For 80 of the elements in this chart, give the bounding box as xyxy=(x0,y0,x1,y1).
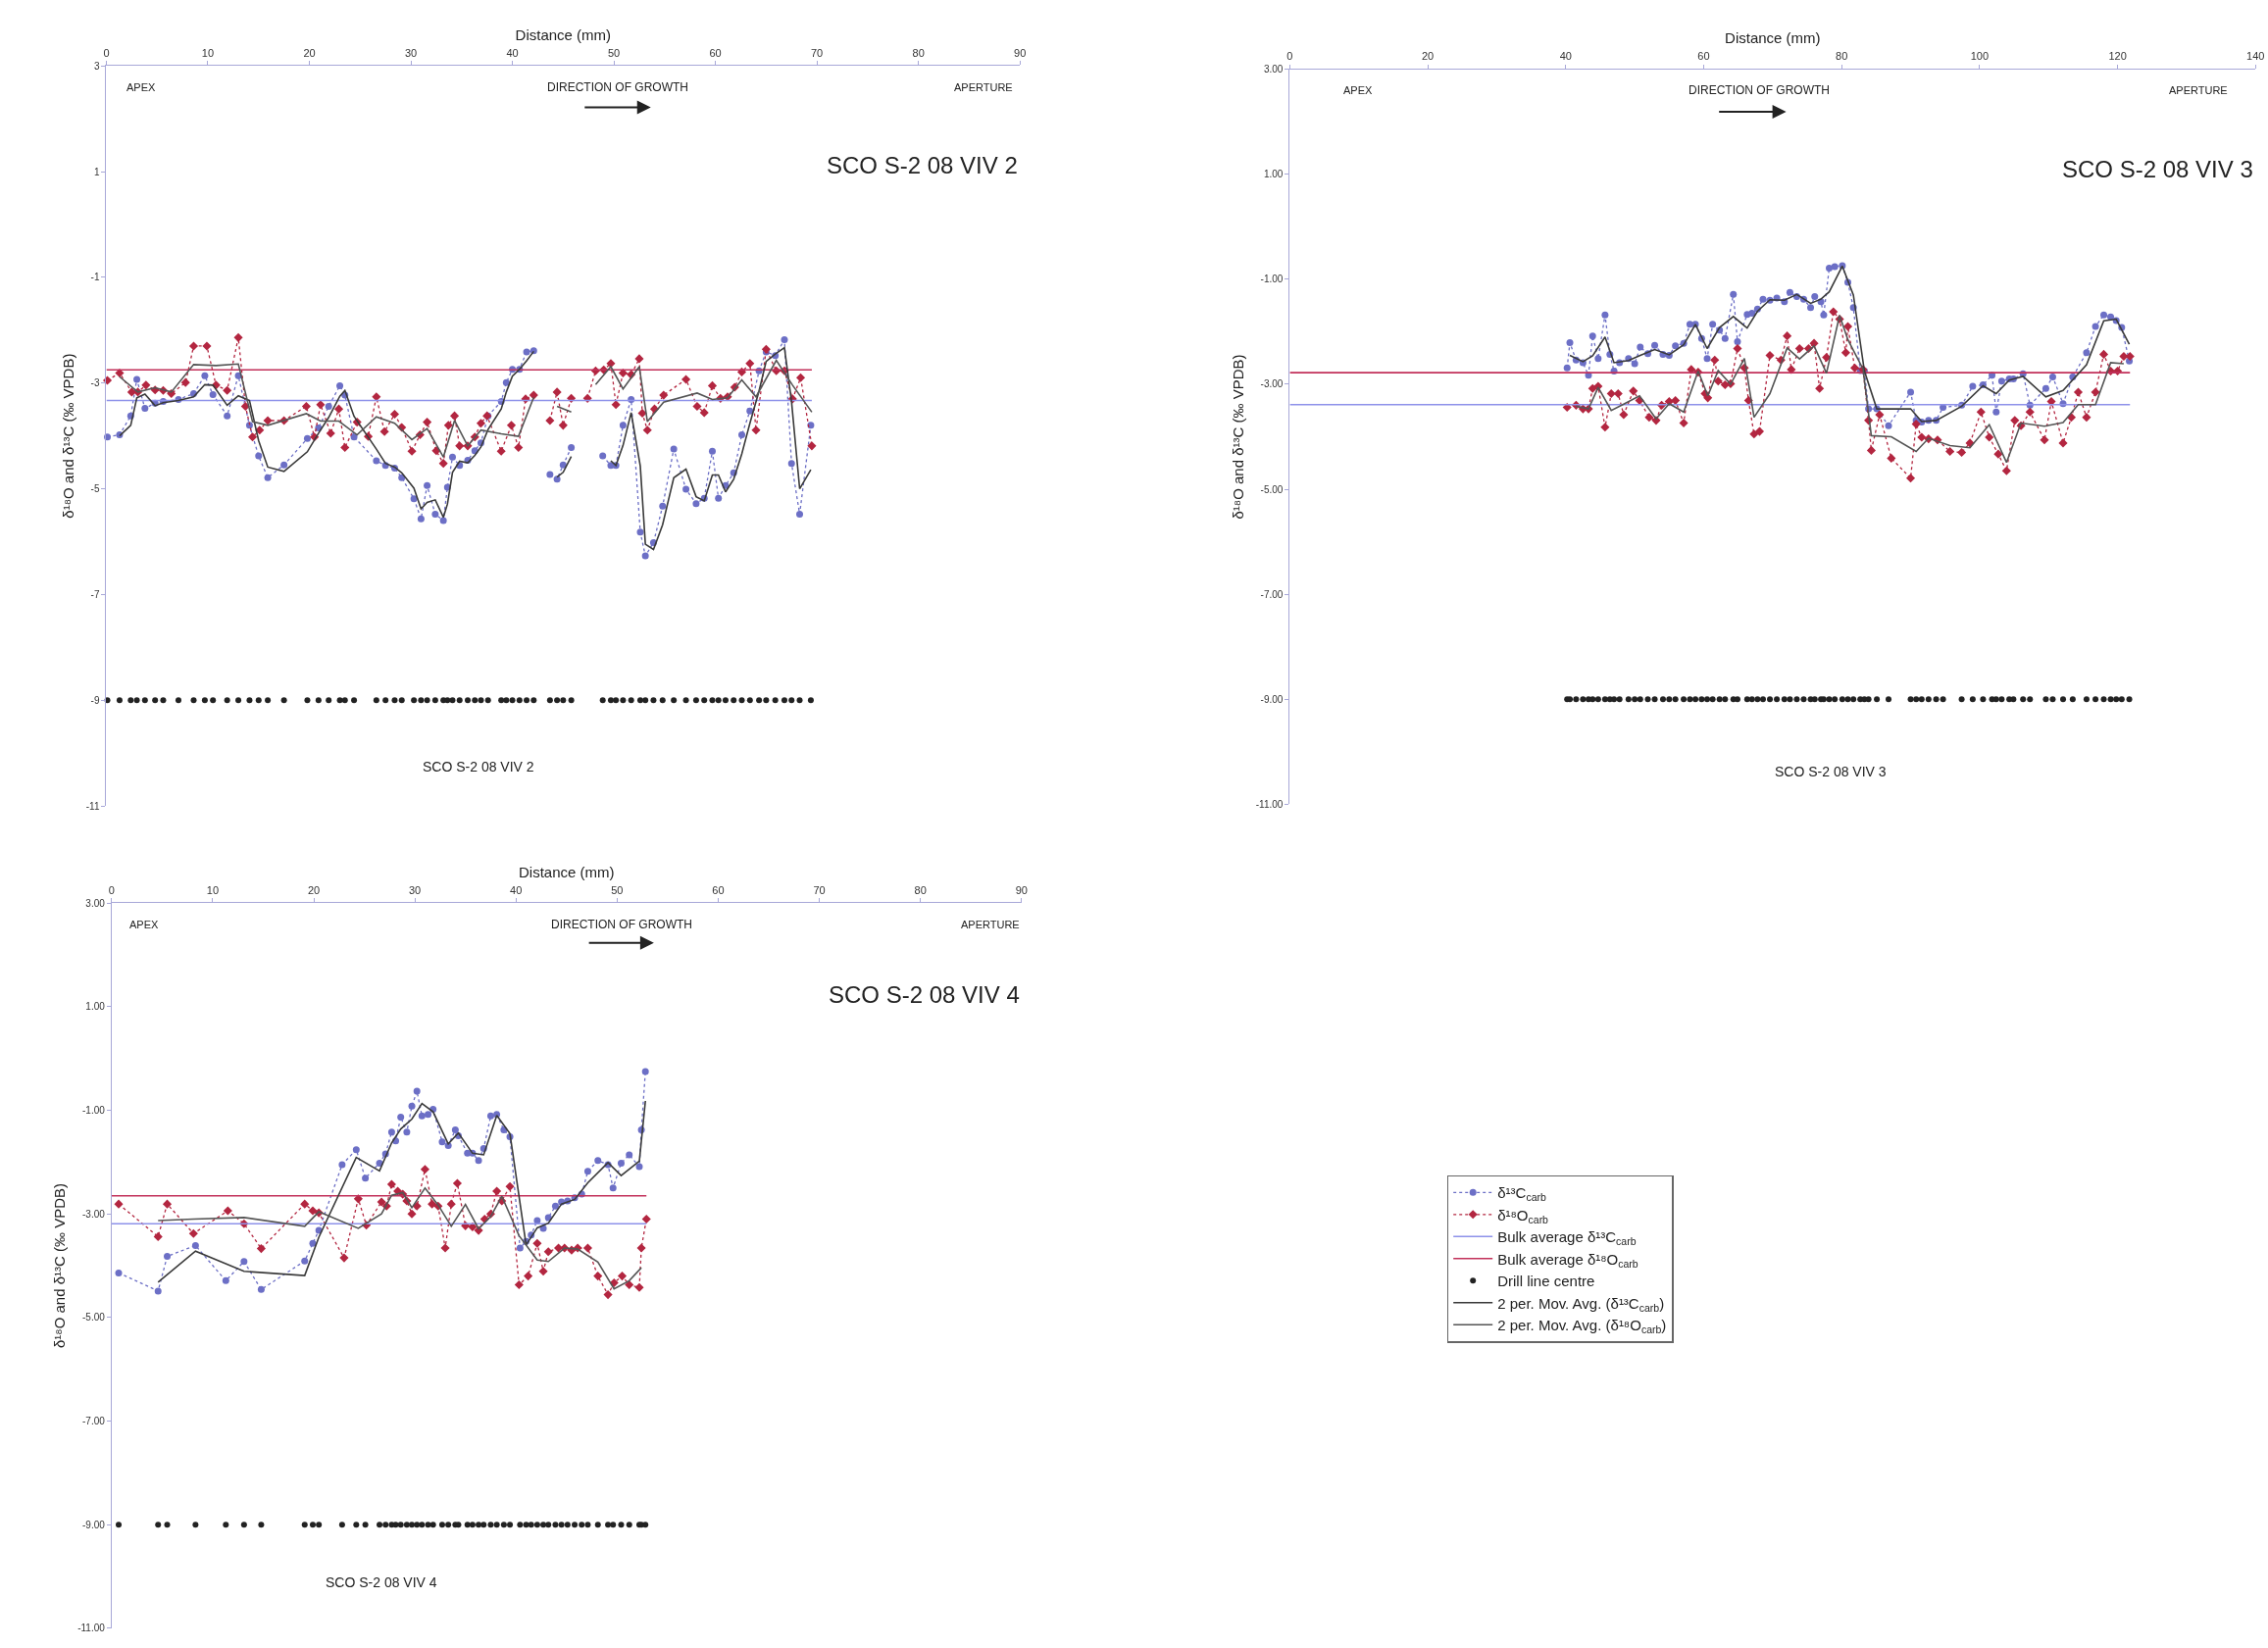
legend-label: Bulk average δ¹³C$_{carb}$ xyxy=(1497,1228,1637,1248)
annotation: APERTURE xyxy=(2169,84,2228,96)
x-tick-label: 80 xyxy=(1836,50,1848,63)
annotation: APEX xyxy=(1343,84,1374,96)
y-tick-label: 3 xyxy=(93,60,100,72)
y-tick-label: -9.00 xyxy=(1260,693,1284,705)
legend-label: 2 per. Mov. Avg. (δ¹³C$_{carb}$) xyxy=(1497,1294,1665,1314)
x-tick-label: 60 xyxy=(1697,50,1710,63)
y-tick-label: -11.00 xyxy=(77,1623,106,1634)
annotation: DIRECTION OF GROWTH xyxy=(551,918,692,931)
y-tick-label: -3.00 xyxy=(82,1208,106,1220)
x-tick-label: 20 xyxy=(303,46,316,59)
x-tick-label: 140 xyxy=(2246,50,2265,63)
text: SCO S-2 08 VIV 2 xyxy=(827,152,1018,178)
y-tick-label: -5.00 xyxy=(1260,483,1284,495)
y-axis-title: δ¹⁸O and δ¹³C (‰ VPDB) xyxy=(60,353,77,519)
annotation: DIRECTION OF GROWTH xyxy=(1688,83,1830,97)
text: SCO S-2 08 VIV 3 xyxy=(2062,156,2253,182)
annotation: APERTURE xyxy=(954,81,1013,93)
x-tick-label: 100 xyxy=(1970,50,1990,63)
x-tick-label: 80 xyxy=(914,883,927,896)
y-tick-label: 1.00 xyxy=(85,1001,106,1013)
y-tick-label: 1.00 xyxy=(1263,169,1284,180)
x-tick-label: 40 xyxy=(510,883,523,896)
annotation: APEX xyxy=(129,919,160,930)
y-tick-label: -7 xyxy=(90,588,100,600)
annotation: SCO S-2 08 VIV 4 xyxy=(326,1574,437,1590)
legend-label: Drill line centre xyxy=(1497,1273,1595,1290)
y-tick-label: -3.00 xyxy=(1260,378,1284,390)
annotation: SCO S-2 08 VIV 3 xyxy=(1775,764,1887,779)
y-tick-label: -1.00 xyxy=(82,1105,106,1117)
x-tick-label: 30 xyxy=(404,46,418,59)
x-tick-label: 80 xyxy=(912,46,925,59)
annotation: SCO S-2 08 VIV 2 xyxy=(423,759,534,774)
x-tick-label: 30 xyxy=(409,883,422,896)
x-tick-label: 0 xyxy=(103,46,110,59)
y-tick-label: -5 xyxy=(90,483,100,495)
x-tick-label: 60 xyxy=(712,883,725,896)
x-tick-label: 70 xyxy=(810,46,824,59)
y-tick-label: -7.00 xyxy=(1260,588,1284,600)
y-tick-label: -9 xyxy=(90,694,100,706)
legend-label: δ¹³C$_{carb}$ xyxy=(1497,1184,1546,1204)
y-tick-label: 3.00 xyxy=(85,897,106,909)
y-tick-label: -1 xyxy=(90,272,100,283)
x-tick-label: 0 xyxy=(108,883,115,896)
y-tick-label: -1.00 xyxy=(1260,274,1284,285)
annotation: APERTURE xyxy=(961,919,1020,930)
x-tick-label: 10 xyxy=(206,883,220,896)
legend-label: Bulk average δ¹⁸O$_{carb}$ xyxy=(1497,1250,1638,1270)
x-tick-label: 90 xyxy=(1015,883,1028,896)
x-tick-label: 40 xyxy=(506,46,519,59)
x-axis-title: Distance (mm) xyxy=(1725,29,1821,47)
legend-label: δ¹⁸O$_{carb}$ xyxy=(1497,1206,1549,1225)
y-tick-label: -9.00 xyxy=(82,1519,106,1530)
x-tick-label: 70 xyxy=(813,883,826,896)
y-tick-label: -5.00 xyxy=(82,1312,106,1323)
y-tick-label: -7.00 xyxy=(82,1416,106,1426)
x-tick-label: 20 xyxy=(1421,50,1435,63)
annotation: DIRECTION OF GROWTH xyxy=(547,80,688,94)
x-tick-label: 50 xyxy=(607,46,621,59)
x-tick-label: 50 xyxy=(611,883,624,896)
x-tick-label: 60 xyxy=(709,46,722,59)
y-tick-label: -11.00 xyxy=(1255,798,1284,810)
y-tick-label: 1 xyxy=(93,166,100,177)
y-tick-label: -11 xyxy=(85,800,100,812)
y-axis-title: δ¹⁸O and δ¹³C (‰ VPDB) xyxy=(1230,354,1247,520)
y-tick-label: -3 xyxy=(90,377,100,389)
x-tick-label: 20 xyxy=(307,883,321,896)
x-axis-title: Distance (mm) xyxy=(519,864,615,881)
x-axis-title: Distance (mm) xyxy=(515,26,612,44)
text: SCO S-2 08 VIV 4 xyxy=(829,981,1020,1008)
x-tick-label: 0 xyxy=(1286,50,1293,63)
x-tick-label: 40 xyxy=(1559,50,1572,63)
annotation: APEX xyxy=(126,81,157,93)
y-tick-label: 3.00 xyxy=(1263,64,1284,75)
y-axis-title: δ¹⁸O and δ¹³C (‰ VPDB) xyxy=(51,1182,69,1349)
x-tick-label: 10 xyxy=(201,46,215,59)
legend-label: 2 per. Mov. Avg. (δ¹⁸O$_{carb}$) xyxy=(1497,1317,1667,1336)
x-tick-label: 90 xyxy=(1014,46,1027,59)
x-tick-label: 120 xyxy=(2108,50,2127,63)
